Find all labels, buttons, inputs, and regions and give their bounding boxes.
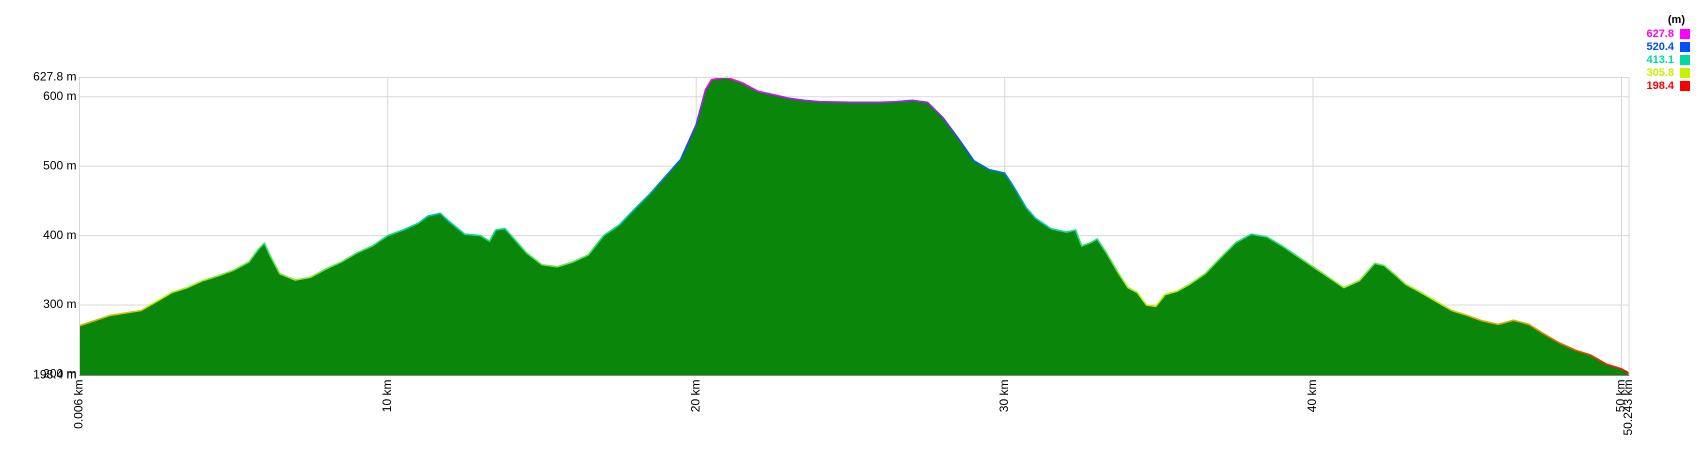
legend-value: 305.8 — [1646, 67, 1674, 79]
legend-value: 198.4 — [1646, 80, 1674, 92]
x-tick-label: 20 km — [688, 380, 702, 413]
y-tick-label: 300 m — [43, 297, 76, 311]
legend-value: 627.8 — [1646, 28, 1674, 40]
y-tick-label: 400 m — [43, 228, 76, 242]
legend-value: 413.1 — [1646, 54, 1674, 66]
elevation-area — [79, 77, 1629, 376]
legend-swatch — [1680, 68, 1690, 78]
x-tick-label: 50 km — [1614, 380, 1628, 413]
legend-swatch — [1680, 29, 1690, 39]
x-tick-label: 10 km — [380, 380, 394, 413]
legend-value: 520.4 — [1646, 41, 1674, 53]
legend-swatch — [1680, 81, 1690, 91]
x-tick-label: 40 km — [1305, 380, 1319, 413]
y-tick-label: 200 m — [43, 367, 76, 381]
y-tick-label: 600 m — [43, 89, 76, 103]
y-tick-label: 500 m — [43, 158, 76, 172]
legend-swatch — [1680, 42, 1690, 52]
x-tick-label: 50.243 km — [1621, 380, 1635, 436]
x-tick-label: 0.006 km — [72, 379, 86, 428]
y-tick-label: 627.8 m — [33, 70, 76, 84]
x-tick-label: 30 km — [997, 380, 1011, 413]
legend-swatch — [1680, 55, 1690, 65]
elevation-line — [79, 76, 1630, 376]
y-tick-label: 198.4 m — [33, 368, 76, 382]
legend-title: (m) — [1668, 14, 1685, 26]
